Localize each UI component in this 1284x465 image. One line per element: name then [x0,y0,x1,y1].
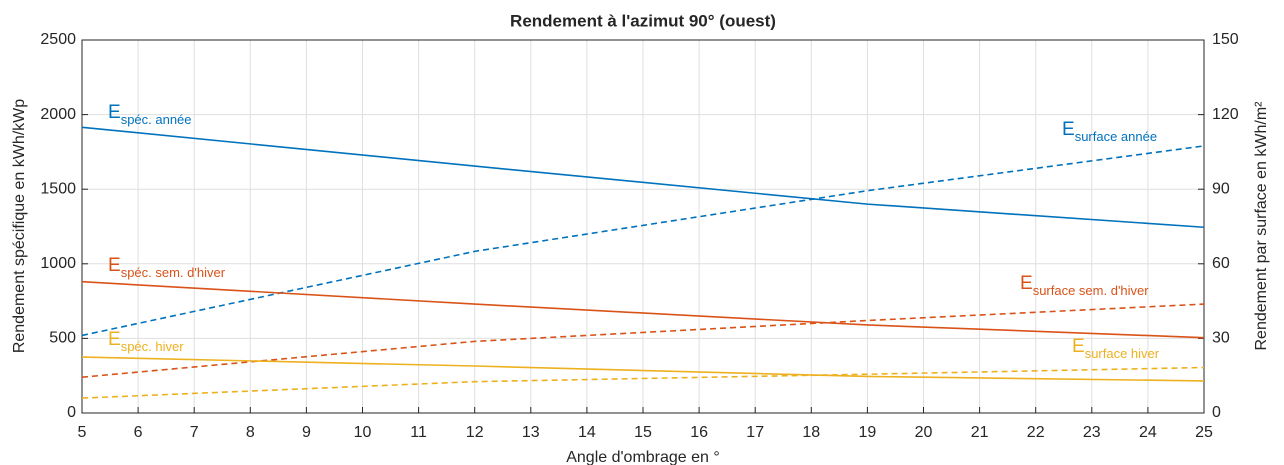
y2-axis-label: Rendement par surface en kWh/m² [1253,101,1270,351]
series-line [81,366,1205,399]
label-sub: spéc. sem. d'hiver [121,265,226,280]
y-tick-label: 1000 [40,255,76,272]
label-main: E [1072,336,1085,357]
x-tick-label: 24 [1139,424,1157,441]
label-sub: surface sem. d'hiver [1033,283,1150,298]
x-tick-label: 7 [190,424,199,441]
series-label: Espéc. année [108,102,192,127]
x-tick-label: 21 [971,424,989,441]
x-tick-label: 6 [134,424,143,441]
label-main: E [108,102,121,123]
label-sub: spéc. hiver [121,339,185,354]
x-tick-label: 14 [578,424,596,441]
x-tick-label: 11 [410,424,427,441]
x-tick-label: 20 [915,424,933,441]
label-main: E [1020,273,1033,294]
x-axis-label: Angle d'ombrage en ° [566,449,720,465]
y-tick-label: 0 [67,404,76,421]
series-label: Espéc. sem. d'hiver [108,255,226,280]
y-tick-label: 1500 [40,180,76,197]
y2-tick-label: 90 [1212,180,1230,197]
y-tick-label: 2000 [40,106,76,123]
series-label: Esurface année [1062,119,1157,144]
label-sub: spéc. année [121,112,192,127]
series-line [81,303,1205,378]
y2-tick-label: 150 [1212,31,1239,48]
series-line [81,280,1205,339]
x-tick-label: 23 [1083,424,1101,441]
series-label: Espéc. hiver [108,329,184,354]
label-sub: surface hiver [1085,346,1160,361]
x-tick-label: 13 [522,424,540,441]
x-tick-label: 17 [746,424,764,441]
y-tick-label: 500 [49,330,76,347]
x-tick-label: 12 [466,424,484,441]
x-tick-label: 15 [634,424,652,441]
series-line [81,356,1205,382]
x-tick-label: 19 [859,424,877,441]
series-line [81,126,1205,229]
y-axis-label: Rendement spécifique en kWh/kWp [11,99,28,353]
chart-title: Rendement à l'azimut 90° (ouest) [510,11,776,30]
y2-tick-label: 30 [1212,330,1230,347]
label-main: E [108,255,121,276]
x-tick-label: 8 [246,424,255,441]
x-tick-label: 10 [354,424,372,441]
y2-tick-label: 0 [1212,404,1221,421]
label-main: E [108,329,121,350]
series-label: Esurface sem. d'hiver [1020,273,1149,298]
x-tick-label: 22 [1027,424,1045,441]
x-tick-label: 5 [78,424,87,441]
label-main: E [1062,119,1075,140]
y-tick-label: 2500 [40,31,76,48]
y2-tick-label: 60 [1212,255,1230,272]
x-tick-label: 18 [802,424,820,441]
label-sub: surface année [1075,129,1157,144]
x-tick-label: 9 [302,424,311,441]
y2-tick-label: 120 [1212,106,1239,123]
series-label: Esurface hiver [1072,336,1160,361]
x-tick-label: 25 [1195,424,1213,441]
x-tick-label: 16 [690,424,708,441]
